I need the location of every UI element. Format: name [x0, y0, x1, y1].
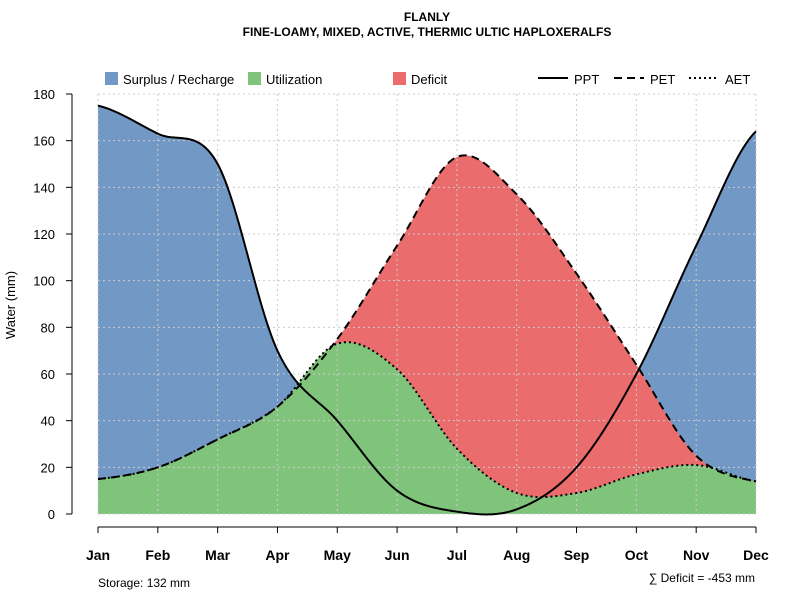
y-tick-label: 160 — [33, 134, 55, 149]
y-tick-label: 180 — [33, 87, 55, 102]
y-ticks: 0 20 40 60 80 100 120 140 160 180 — [33, 87, 72, 522]
y-tick-label: 140 — [33, 180, 55, 195]
area-layer — [98, 105, 756, 515]
x-tick-label: Dec — [743, 547, 769, 563]
series-line-aet — [97, 341, 757, 499]
x-tick-label: Sep — [564, 547, 590, 563]
x-tick-label: Nov — [683, 547, 710, 563]
y-tick-label: 20 — [41, 460, 55, 475]
x-tick-label: Aug — [503, 547, 530, 563]
y-axis-label: Water (mm) — [3, 271, 18, 339]
y-tick-label: 60 — [41, 367, 55, 382]
legend-swatch — [393, 72, 406, 85]
chart-subtitle: FINE-LOAMY, MIXED, ACTIVE, THERMIC ULTIC… — [243, 25, 612, 39]
line-layer — [97, 104, 757, 516]
y-tick-label: 100 — [33, 274, 55, 289]
surplus-over-pet-area — [98, 105, 756, 482]
utilization-area — [98, 342, 756, 514]
legend-label: PET — [650, 72, 675, 87]
legend-swatch — [248, 72, 261, 85]
legend-label: PPT — [574, 72, 599, 87]
series-line-pet — [97, 154, 757, 483]
legend-label: AET — [725, 72, 750, 87]
legend-label: Surplus / Recharge — [123, 72, 234, 87]
series-line-ppt — [97, 104, 757, 516]
y-tick-label: 40 — [41, 414, 55, 429]
deficit-note: ∑ Deficit = -453 mm — [649, 571, 755, 585]
storage-note: Storage: 132 mm — [98, 576, 190, 590]
x-tick-label: Apr — [265, 547, 290, 563]
legend-label: Utilization — [266, 72, 322, 87]
y-tick-label: 0 — [48, 507, 55, 522]
legend-swatch — [105, 72, 118, 85]
x-tick-label: May — [324, 547, 351, 563]
legend-label: Deficit — [411, 72, 448, 87]
chart-title: FLANLY — [404, 10, 450, 24]
legend: Surplus / Recharge Utilization Deficit PPT P… — [105, 72, 750, 87]
x-tick-label: Oct — [625, 547, 649, 563]
y-tick-label: 80 — [41, 320, 55, 335]
x-tick-label: Jun — [385, 547, 410, 563]
x-tick-label: Mar — [205, 547, 230, 563]
x-tick-label: Jul — [447, 547, 467, 563]
x-ticks: Jan Feb Mar Apr May Jun Jul Aug Sep Oct Nov Dec — [86, 527, 769, 563]
x-tick-label: Jan — [86, 547, 110, 563]
y-tick-label: 120 — [33, 227, 55, 242]
x-tick-label: Feb — [145, 547, 170, 563]
